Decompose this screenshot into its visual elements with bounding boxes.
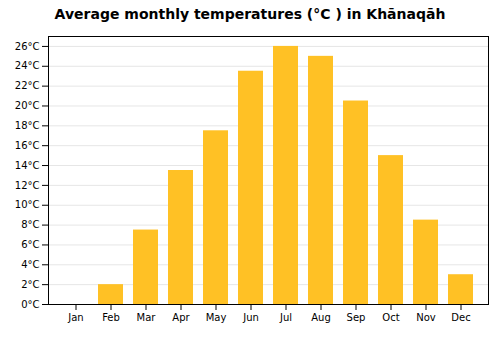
svg-text:Nov: Nov: [416, 312, 436, 323]
svg-text:0°C: 0°C: [21, 299, 39, 310]
svg-text:Mar: Mar: [137, 312, 157, 323]
svg-text:2°C: 2°C: [21, 279, 39, 290]
svg-text:Jun: Jun: [242, 312, 259, 323]
svg-text:4°C: 4°C: [21, 259, 39, 270]
svg-text:May: May: [206, 312, 227, 323]
svg-text:Dec: Dec: [451, 312, 470, 323]
svg-text:20°C: 20°C: [15, 100, 40, 111]
svg-text:12°C: 12°C: [15, 180, 40, 191]
svg-text:Oct: Oct: [382, 312, 399, 323]
svg-text:6°C: 6°C: [21, 239, 39, 250]
html-text:Average monthly temperatures (: Average monthly temperatures (°C ) in Kh…: [54, 6, 446, 22]
svg-text:24°C: 24°C: [15, 60, 40, 71]
svg-text:Jul: Jul: [279, 312, 292, 323]
svg-text:14°C: 14°C: [15, 160, 40, 171]
svg-text:18°C: 18°C: [15, 120, 40, 131]
svg-text:10°C: 10°C: [15, 199, 40, 210]
svg-text:26°C: 26°C: [15, 41, 40, 52]
svg-text:22°C: 22°C: [15, 80, 40, 91]
svg-text:Feb: Feb: [102, 312, 120, 323]
svg-text:Sep: Sep: [347, 312, 366, 323]
svg-text:Jan: Jan: [67, 312, 83, 323]
svg-text:Apr: Apr: [172, 312, 190, 323]
svg-text:8°C: 8°C: [21, 219, 39, 230]
svg-text:Aug: Aug: [311, 312, 331, 323]
svg-text:16°C: 16°C: [15, 140, 40, 151]
